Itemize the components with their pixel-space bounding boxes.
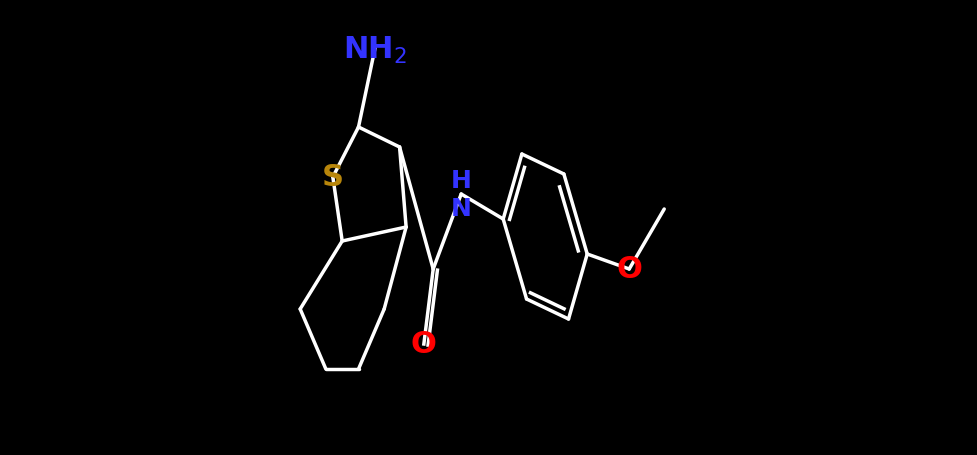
Text: O: O	[411, 330, 437, 359]
Text: S: S	[321, 163, 344, 192]
Text: O: O	[616, 255, 642, 284]
Text: NH$_2$: NH$_2$	[343, 35, 406, 66]
Text: H
N: H N	[450, 169, 472, 220]
